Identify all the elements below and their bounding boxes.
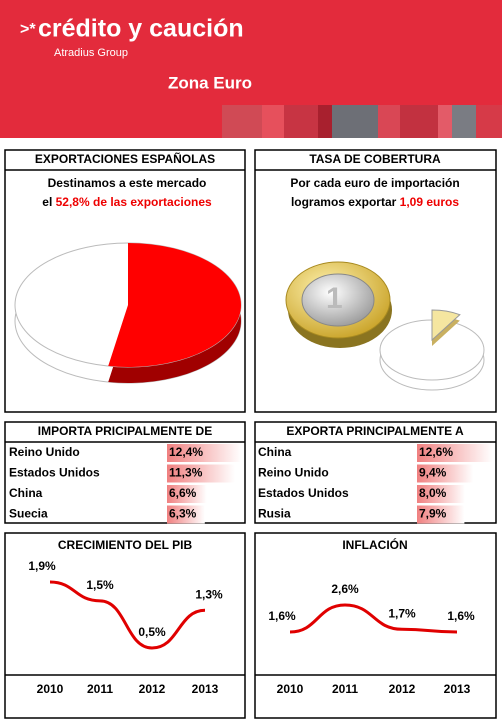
data-label: 1,6% [268, 609, 296, 623]
row-name: Rusia [258, 507, 291, 521]
line [289, 603, 458, 634]
data-bar [417, 485, 465, 503]
data-bar [167, 464, 235, 483]
row-name: Suecia [9, 507, 48, 521]
highlight: euros [426, 195, 459, 209]
row-name: Estados Unidos [9, 466, 100, 480]
data-label: 1,9% [28, 559, 56, 573]
data-bar [417, 505, 465, 524]
data-label: 1,5% [86, 578, 114, 592]
pie-slice [108, 243, 241, 367]
caption: Por cada euro de importación [290, 176, 459, 190]
row-value: 6,6% [169, 486, 197, 500]
year-label: 2010 [277, 682, 304, 696]
row-name: Estados Unidos [258, 486, 349, 500]
caption: logramos exportar 1,09 euros [291, 195, 459, 209]
euro-coin: 1 [285, 261, 392, 348]
logo-mark: >* [20, 21, 36, 38]
line [49, 580, 206, 650]
caption: el 52,8% de las exportaciones [42, 195, 212, 209]
row-name: Reino Unido [258, 466, 329, 480]
page-title: Zona Euro [168, 73, 252, 92]
row-value: 12,4% [169, 445, 203, 459]
year-label: 2012 [139, 682, 166, 696]
highlight: 52,8% [56, 195, 90, 209]
data-bar [417, 464, 474, 483]
year-label: 2013 [444, 682, 471, 696]
data-bar [167, 444, 242, 462]
panel-title: CRECIMIENTO DEL PIB [58, 538, 193, 552]
row-value: 8,0% [419, 486, 447, 500]
data-label: 1,7% [388, 606, 416, 620]
panel-frames [4, 149, 497, 719]
panel-title: TASA DE COBERTURA [309, 152, 441, 166]
row-value: 9,4% [419, 466, 447, 480]
header-strip [222, 105, 502, 138]
year-label: 2011 [332, 682, 358, 696]
data-bar [417, 444, 493, 462]
panel-title: EXPORTA PRINCIPALMENTE A [286, 424, 464, 438]
caption-text: el [42, 195, 52, 209]
row-value: 11,3% [169, 466, 203, 480]
charts: Reino Unido 12,4%Estados Unidos 11,3%China… [9, 242, 493, 696]
caption: Destinamos a este mercado [48, 176, 207, 190]
panel-title: EXPORTACIONES ESPAÑOLAS [35, 151, 215, 166]
row-name: China [258, 445, 292, 459]
year-label: 2012 [389, 682, 416, 696]
year-label: 2011 [87, 682, 113, 696]
row-name: China [9, 486, 43, 500]
panel-title: INFLACIÓN [342, 537, 407, 552]
year-label: 2013 [192, 682, 219, 696]
highlight: 1,09 [400, 195, 424, 209]
caption-text: logramos exportar [291, 195, 397, 209]
row-value: 12,6% [419, 445, 453, 459]
brand-group: Atradius Group [54, 47, 128, 59]
data-label: 2,6% [331, 582, 359, 596]
row-value: 6,3% [169, 507, 197, 521]
data-bar [167, 505, 205, 524]
year-label: 2010 [37, 682, 64, 696]
coin-digit: 1 [326, 282, 343, 315]
data-label: 0,5% [138, 625, 166, 639]
row-value: 7,9% [419, 507, 447, 521]
brand: crédito y caución [38, 15, 244, 43]
row-name: Reino Unido [9, 445, 80, 459]
data-bar [167, 485, 207, 503]
pie-slice [431, 309, 461, 342]
data-label: 1,3% [195, 587, 223, 601]
highlight: de las exportaciones [93, 195, 212, 209]
data-label: 1,6% [447, 609, 475, 623]
panel-title: IMPORTA PRICIPALMENTE DE [38, 424, 212, 438]
